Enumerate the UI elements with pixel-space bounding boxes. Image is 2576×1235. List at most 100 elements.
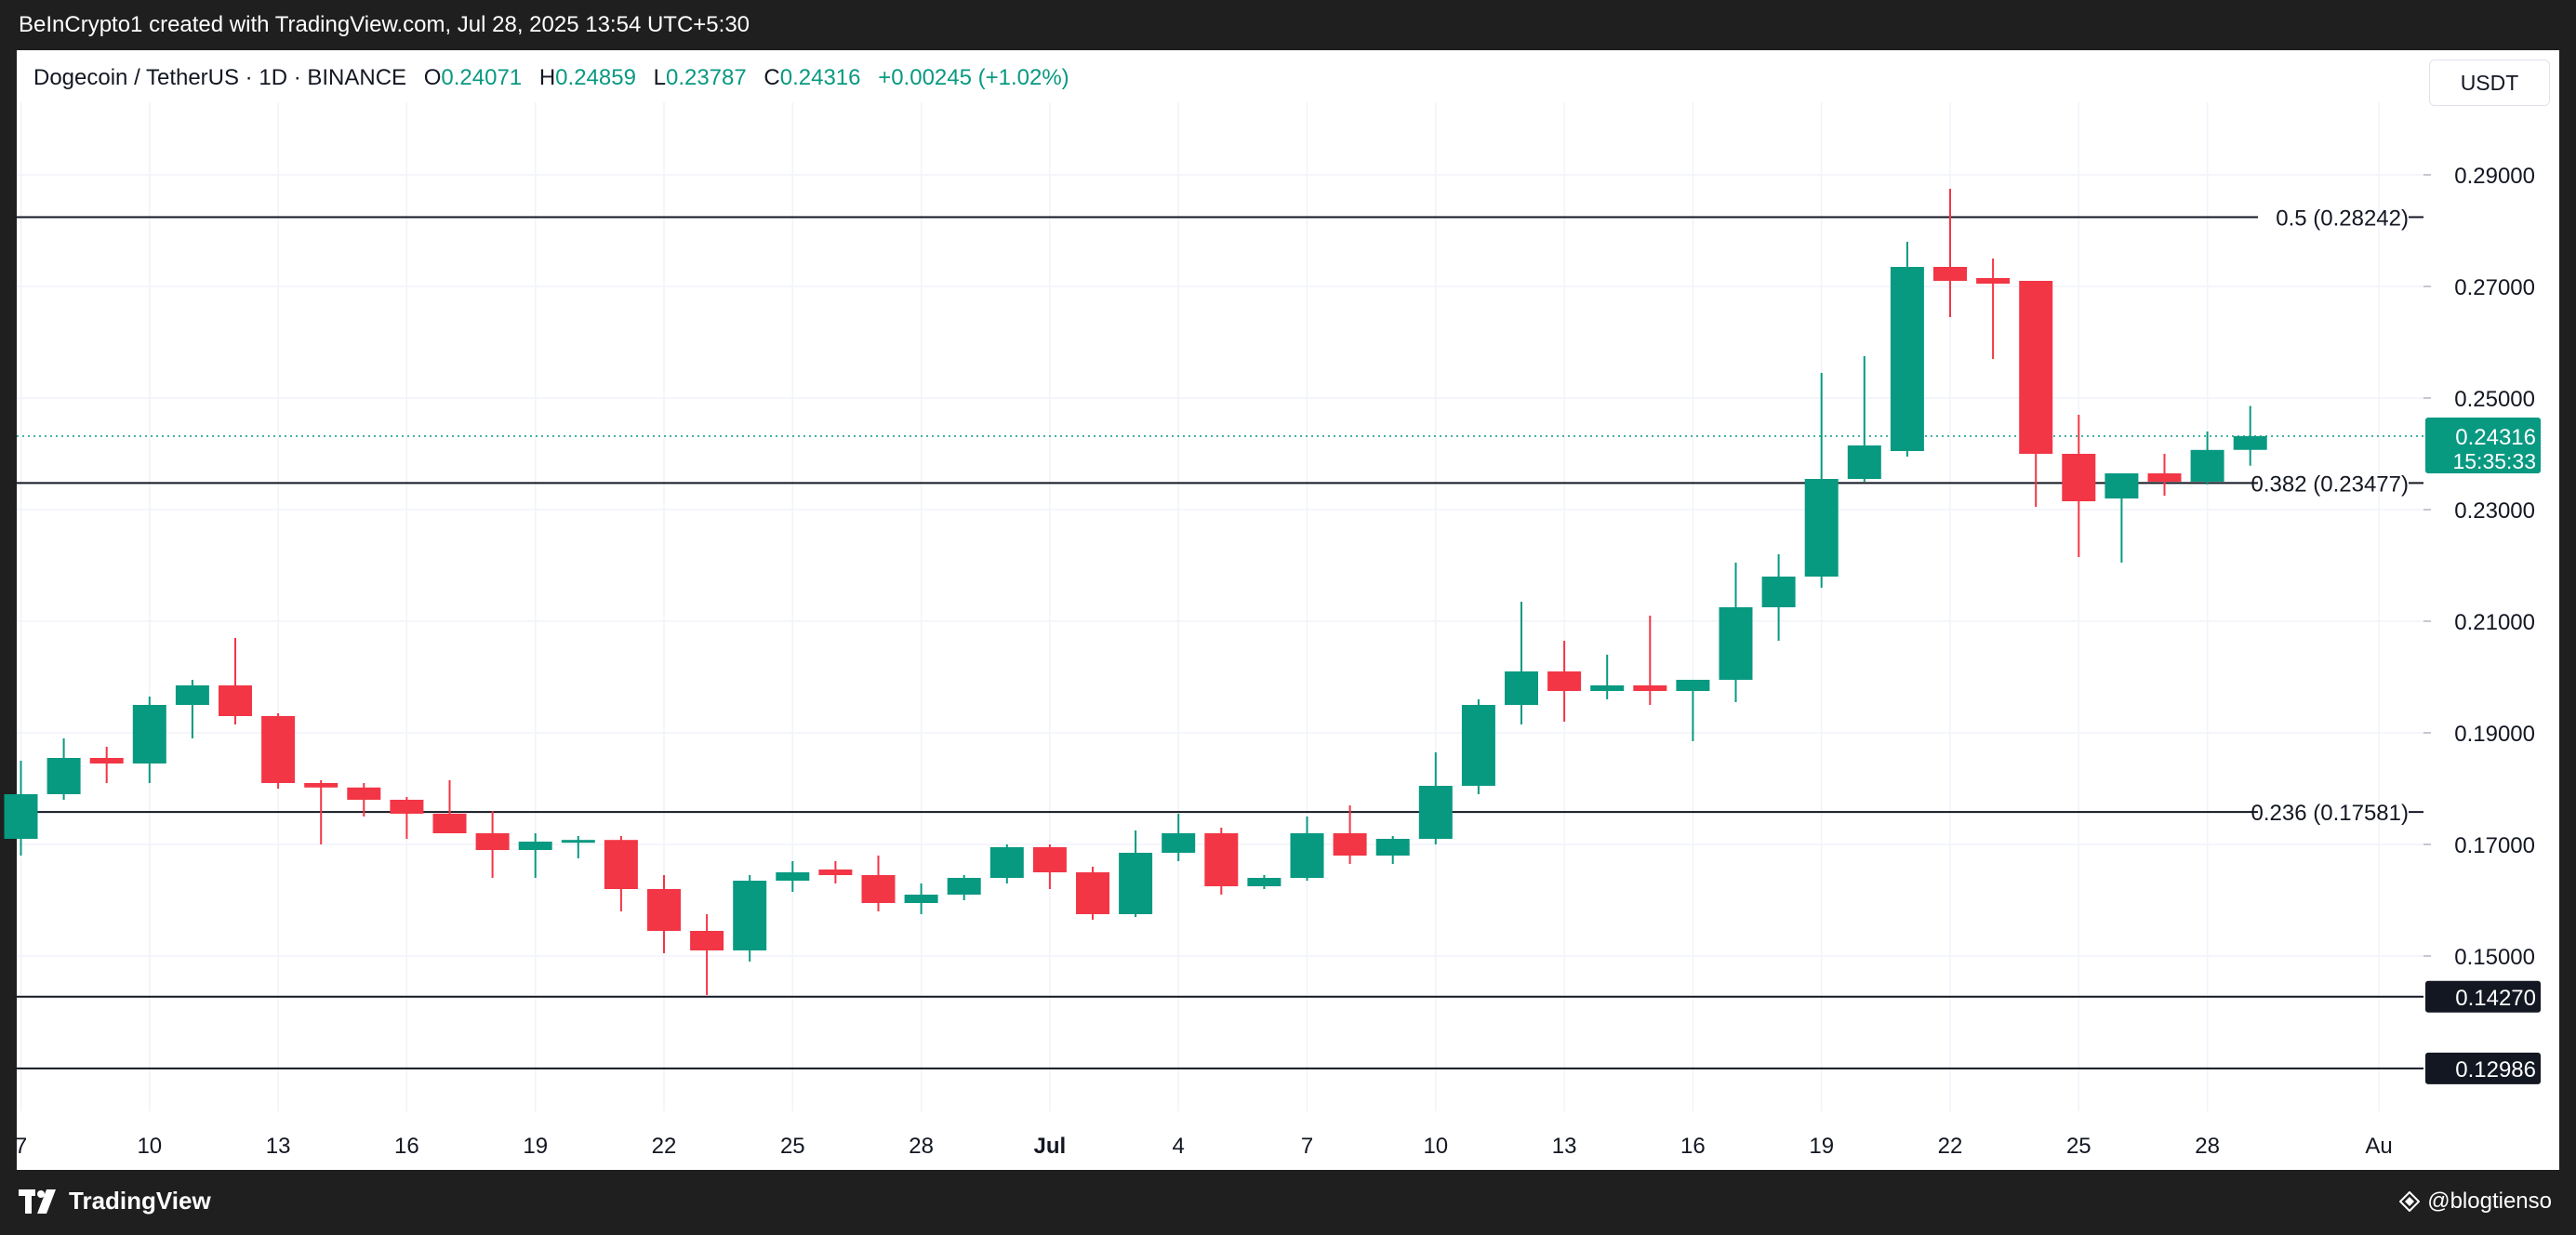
currency-button[interactable]: USDT: [2429, 60, 2550, 106]
y-axis-tick-label: 0.19000: [2454, 722, 2535, 747]
support-level-badge: [2425, 980, 2541, 1013]
close-value: 0.24316: [779, 65, 861, 90]
x-axis-tick-label: 13: [1552, 1134, 1577, 1159]
change-value: +0.00245 (+1.02%): [878, 65, 1069, 90]
candle-body: [1119, 853, 1153, 914]
x-axis-tick-label: 19: [1809, 1134, 1834, 1159]
candle-body: [2062, 454, 2096, 501]
current-price-badge: [2425, 418, 2541, 474]
candle-body: [1375, 839, 1410, 856]
attribution-bar: BeInCrypto1 created with TradingView.com…: [0, 0, 2576, 50]
x-axis-tick-label: Jul: [1034, 1134, 1067, 1159]
candle-body: [1547, 671, 1582, 691]
candle-body: [1976, 278, 2011, 284]
y-axis-tick-label: 0.15000: [2454, 945, 2535, 970]
candle-body: [1719, 607, 1753, 680]
y-axis-tick-label: 0.21000: [2454, 610, 2535, 635]
candle-body: [2147, 473, 2182, 482]
tradingview-logo[interactable]: TradingView: [19, 1187, 211, 1215]
y-axis-tick-label: 0.23000: [2454, 498, 2535, 524]
footer-bar: TradingView @blogtienso: [0, 1170, 2576, 1235]
x-axis-tick-label: 28: [2195, 1134, 2220, 1159]
tradingview-brand: TradingView: [69, 1187, 211, 1215]
diamond-logo-icon: [2398, 1190, 2421, 1213]
candle-body: [1804, 479, 1839, 577]
candle-body: [347, 787, 381, 800]
y-axis-tick-label: 0.17000: [2454, 833, 2535, 858]
candle-body: [1761, 577, 1796, 607]
chart-panel[interactable]: [17, 50, 2559, 1170]
x-axis-tick-label: 25: [2066, 1134, 2091, 1159]
candle-body: [1247, 878, 1281, 886]
candle-body: [1333, 833, 1367, 856]
candle-body: [776, 872, 810, 881]
x-axis-tick-label: 7: [15, 1134, 27, 1159]
candle-body: [89, 758, 124, 764]
candle-body: [690, 931, 724, 950]
fib-level-label: 0.236 (0.17581): [2251, 801, 2409, 826]
symbol-name: Dogecoin / TetherUS · 1D · BINANCE: [33, 65, 407, 90]
candle-body: [647, 889, 681, 931]
x-axis-tick-label: 10: [137, 1134, 162, 1159]
candle-body: [1847, 445, 1881, 479]
close-label: C: [764, 65, 780, 90]
x-axis-tick-label: 25: [780, 1134, 805, 1159]
candle-body: [219, 685, 252, 716]
x-axis-tick-label: 16: [1680, 1134, 1706, 1159]
candle-body: [1890, 267, 1924, 451]
open-label: O: [423, 65, 442, 90]
candle-body: [475, 833, 510, 850]
candle-body: [390, 800, 424, 814]
x-axis-tick-label: 10: [1423, 1134, 1448, 1159]
symbol-legend: Dogecoin / TetherUS · 1D · BINANCE O0.24…: [33, 65, 1069, 91]
candle-body: [1933, 267, 1967, 281]
candle-body: [1076, 872, 1109, 914]
support-level-badge: [2425, 1052, 2541, 1084]
candle-body: [1676, 680, 1710, 691]
candle-body: [1461, 705, 1495, 786]
x-axis-tick-label: 7: [1301, 1134, 1313, 1159]
candle-body: [132, 705, 166, 764]
candle-body: [904, 895, 938, 903]
candle-body: [1633, 685, 1667, 691]
open-value: 0.24071: [441, 65, 523, 90]
candle-body: [2233, 436, 2267, 450]
high-value: 0.24859: [555, 65, 636, 90]
fib-level-label: 0.5 (0.28242): [2276, 206, 2409, 231]
candle-body: [1204, 833, 1239, 886]
countdown-label: 15:35:33: [2452, 449, 2536, 473]
candle-body: [1290, 833, 1324, 878]
high-label: H: [538, 65, 556, 90]
x-axis-tick-label: 19: [523, 1134, 548, 1159]
candle-body: [2190, 449, 2224, 482]
x-axis-tick-label: Au: [2365, 1134, 2392, 1159]
y-axis-tick-label: 0.25000: [2454, 387, 2535, 412]
candle-body: [989, 847, 1024, 878]
low-label: L: [653, 65, 666, 90]
x-axis-tick-label: 28: [909, 1134, 934, 1159]
x-axis-tick-label: 22: [1938, 1134, 1963, 1159]
candle-body: [561, 840, 595, 843]
y-axis-tick-label: 0.29000: [2454, 164, 2535, 189]
author-credit: @blogtienso: [2398, 1189, 2552, 1215]
candle-body: [861, 875, 896, 903]
fib-level-label: 0.382 (0.23477): [2251, 471, 2409, 497]
x-axis-tick-label: 4: [1173, 1134, 1185, 1159]
candle-body: [1032, 847, 1067, 872]
candle-body: [46, 758, 81, 794]
current-price-label: 0.24316: [2455, 425, 2536, 450]
candle-body: [1590, 685, 1625, 691]
y-axis-tick-label: 0.27000: [2454, 275, 2535, 300]
author-credit-text: @blogtienso: [2427, 1189, 2552, 1214]
candle-body: [261, 716, 296, 783]
x-axis-tick-label: 13: [266, 1134, 291, 1159]
tradingview-logo-icon: [19, 1188, 60, 1215]
support-level-label: 0.14270: [2455, 986, 2536, 1011]
candle-body: [2105, 473, 2139, 498]
candle-body: [1505, 671, 1538, 705]
attribution-text: BeInCrypto1 created with TradingView.com…: [19, 12, 750, 37]
candle-body: [518, 842, 552, 850]
candle-body: [947, 878, 981, 895]
candle-body: [304, 783, 339, 788]
